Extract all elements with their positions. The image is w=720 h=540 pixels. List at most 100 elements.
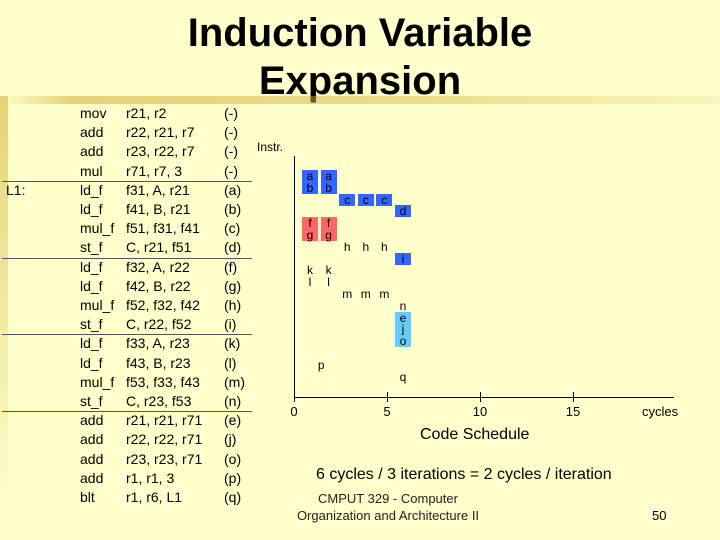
- x-axis: [294, 397, 674, 398]
- code-opcode: st_f: [80, 316, 103, 333]
- code-tag: (e): [224, 412, 242, 429]
- code-operands: f33, A, r23: [126, 335, 190, 352]
- slide-title-line1: Induction Variable: [187, 11, 533, 55]
- code-line: add r22, r21, r7 (-): [2, 123, 252, 142]
- schedule-cell-h: h: [362, 239, 370, 254]
- schedule-cell-c: c: [339, 193, 356, 206]
- schedule-cell-c: c: [376, 193, 393, 206]
- code-operands: C, r22, f52: [126, 316, 192, 333]
- code-tag: (-): [224, 143, 238, 160]
- code-operands: r1, r1, 3: [126, 469, 175, 486]
- x-tick: [387, 392, 388, 402]
- code-opcode: ld_f: [80, 258, 103, 275]
- x-tick: [480, 392, 481, 402]
- code-opcode: ld_f: [80, 201, 103, 217]
- schedule-cell-h: h: [343, 239, 351, 254]
- code-separator: [2, 257, 252, 259]
- code-tag: (h): [224, 297, 242, 313]
- code-operands: r22, r22, r71: [126, 431, 203, 448]
- cycles-ratio-text: 6 cycles / 3 iterations = 2 cycles / ite…: [316, 466, 612, 483]
- code-operands: r71, r7, 3: [126, 162, 183, 179]
- schedule-cell-f: f: [302, 217, 318, 230]
- schedule-cell-k: k: [307, 263, 313, 278]
- code-separator: [2, 411, 252, 413]
- code-operands: C, r23, f53: [126, 393, 192, 409]
- left-edge-brush: [0, 96, 8, 516]
- code-operands: r1, r6, L1: [126, 489, 183, 505]
- code-separator: [2, 180, 252, 182]
- code-operands: f41, B, r21: [126, 201, 191, 217]
- code-opcode: mul: [80, 162, 103, 179]
- code-label: L1:: [6, 181, 26, 198]
- code-line: mul_f f52, f32, f42 (h): [2, 296, 252, 315]
- x-tick: [573, 392, 574, 402]
- code-operands: r21, r21, r71: [126, 412, 203, 429]
- code-line: add r21, r21, r71 (e): [2, 411, 252, 430]
- course-footer: CMPUT 329 - Computer Organization and Ar…: [258, 490, 518, 524]
- code-separator: [2, 334, 252, 336]
- code-opcode: mul_f: [80, 220, 115, 237]
- code-line: mov r21, r2 (-): [2, 104, 252, 123]
- x-tick-label: 5: [383, 404, 391, 419]
- code-operands: f51, f31, f41: [126, 220, 200, 237]
- code-opcode: ld_f: [80, 181, 103, 198]
- x-axis-label: cycles: [642, 404, 679, 419]
- x-tick-label: 0: [290, 404, 298, 419]
- x-tick-label: 15: [565, 404, 581, 419]
- code-tag: (o): [224, 450, 242, 467]
- schedule-cell-i: i: [395, 252, 411, 265]
- code-tag: (c): [224, 220, 241, 237]
- code-operands: r21, r2: [126, 105, 167, 121]
- schedule-cell-c: c: [357, 193, 374, 206]
- code-opcode: add: [80, 143, 104, 160]
- code-line: ld_f f33, A, r23 (k): [2, 334, 252, 353]
- code-operands: f42, B, r22: [126, 277, 191, 294]
- code-opcode: blt: [80, 489, 95, 505]
- code-tag: (d): [224, 239, 242, 256]
- code-line: mul r71, r7, 3 (-): [2, 162, 252, 181]
- code-operands: f31, A, r21: [126, 181, 190, 198]
- y-axis-label: Instr.: [257, 140, 284, 154]
- code-operands: C, r21, f51: [126, 239, 192, 256]
- code-operands: r23, r22, r7: [126, 143, 195, 160]
- code-tag: (g): [224, 277, 242, 294]
- schedule-cell-m: m: [342, 287, 353, 301]
- code-line: st_f C, r22, f52 (i): [2, 315, 252, 334]
- x-tick-label: 10: [472, 404, 488, 419]
- schedule-cell-o: o: [395, 335, 411, 348]
- code-operands: r23, r23, r71: [126, 450, 203, 467]
- code-tag: (q): [224, 489, 242, 505]
- schedule-cell-h: h: [381, 239, 388, 254]
- schedule-caption: Code Schedule: [420, 426, 530, 443]
- code-line: L1: ld_f f31, A, r21 (a): [2, 181, 252, 200]
- code-operands: f43, B, r23: [126, 354, 191, 371]
- schedule-cell-b: b: [302, 181, 318, 194]
- code-line: ld_f f41, B, r21 (b): [2, 200, 252, 219]
- slide-title-line2: Expansion: [258, 59, 462, 103]
- schedule-cell-k: k: [325, 263, 332, 278]
- code-line: ld_f f32, A, r22 (f): [2, 258, 252, 277]
- code-opcode: add: [80, 412, 104, 429]
- code-opcode: ld_f: [80, 277, 103, 294]
- code-tag: (-): [224, 105, 238, 121]
- code-line: add r23, r22, r7 (-): [2, 142, 252, 161]
- code-operands: r22, r21, r7: [126, 124, 195, 141]
- schedule-cell-j: j: [395, 323, 411, 336]
- code-tag: (n): [224, 393, 242, 409]
- code-line: mul_f f51, f31, f41 (c): [2, 219, 252, 238]
- code-tag: (l): [224, 354, 237, 371]
- schedule-cell-a: a: [302, 170, 318, 182]
- code-tag: (f): [224, 258, 238, 275]
- page-number: 50: [652, 508, 667, 523]
- code-operands: f32, A, r22: [126, 258, 190, 275]
- code-tag: (b): [224, 201, 242, 217]
- footer-line2: Organization and Architecture II: [296, 508, 480, 523]
- schedule-cell-f: f: [320, 217, 337, 230]
- code-tag: (a): [224, 181, 242, 198]
- code-line: st_f C, r23, f53 (n): [2, 392, 252, 411]
- code-line: add r1, r1, 3 (p): [2, 469, 252, 488]
- code-tag: (m): [224, 373, 245, 390]
- code-operands: f53, f33, f43: [126, 373, 200, 390]
- code-line: add r22, r22, r71 (j): [2, 430, 252, 449]
- code-tag: (-): [224, 162, 238, 179]
